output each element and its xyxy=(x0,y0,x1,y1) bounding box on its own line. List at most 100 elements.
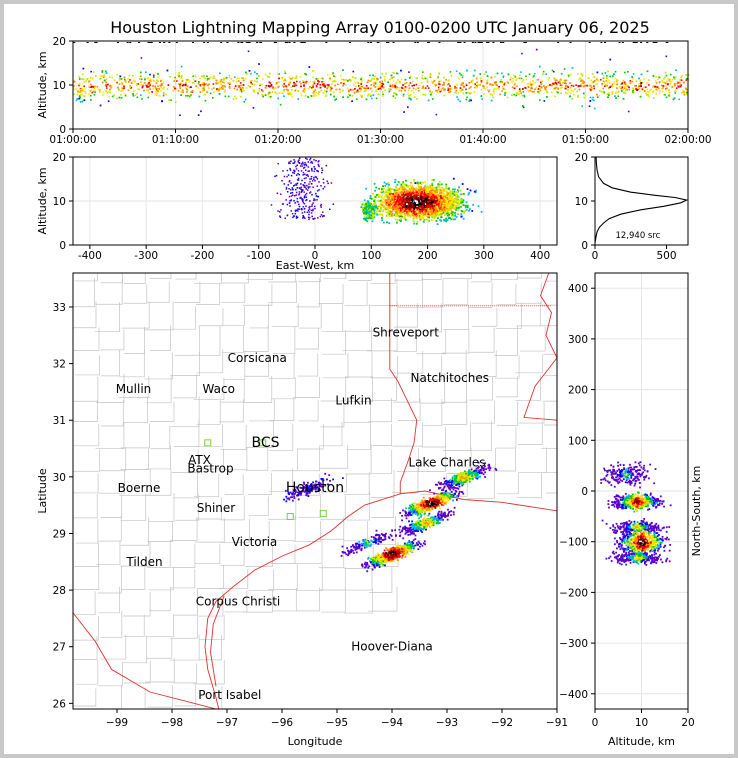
at-source-point xyxy=(245,71,247,74)
at-source-point xyxy=(501,90,503,92)
aew-source-point xyxy=(421,188,424,191)
aew-source-point xyxy=(416,207,419,210)
at-source-point xyxy=(127,81,130,83)
at-source-point xyxy=(268,96,271,98)
at-source-point xyxy=(475,85,478,88)
at-source-point xyxy=(560,72,563,75)
at-source-point xyxy=(281,77,284,80)
at-source-point xyxy=(185,82,187,85)
at-source-point xyxy=(580,80,582,82)
aew-source-point xyxy=(408,208,411,211)
aew-source-point xyxy=(440,219,443,222)
aew-source-point xyxy=(423,211,425,213)
at-source-point xyxy=(422,93,424,96)
aew-source-point xyxy=(388,205,391,208)
at-source-point xyxy=(261,83,263,86)
at-source-point xyxy=(395,88,398,90)
aew-source-point xyxy=(456,209,459,212)
aew-source-point xyxy=(404,192,406,195)
at-source-point xyxy=(664,82,667,84)
at-source-point xyxy=(289,81,291,84)
aew-source-point xyxy=(423,209,426,212)
aew-source-point xyxy=(424,218,427,221)
at-source-point xyxy=(426,85,429,87)
at-source-point xyxy=(348,79,351,81)
at-source-point xyxy=(191,91,193,93)
at-source-point xyxy=(646,94,648,96)
at-source-point xyxy=(248,70,251,72)
at-source-point xyxy=(380,88,382,91)
at-source-point xyxy=(615,97,617,99)
at-source-point xyxy=(120,97,123,99)
at-source-point xyxy=(139,71,142,74)
at-source-point xyxy=(118,89,121,91)
aew-source-point xyxy=(429,205,432,207)
at-source-point xyxy=(561,86,563,89)
at-source-point xyxy=(640,83,642,86)
at-source-point xyxy=(434,83,436,86)
aew-source-point xyxy=(401,211,404,214)
at-source-point xyxy=(646,90,649,93)
at-source-point xyxy=(223,85,225,87)
at-source-point xyxy=(480,81,483,84)
at-source-point xyxy=(158,42,161,43)
at-source-point xyxy=(498,85,500,88)
aew-source-point xyxy=(474,191,477,194)
at-source-point xyxy=(638,77,640,80)
aew-source-point xyxy=(422,194,425,197)
aew-source-point xyxy=(459,199,462,202)
at-source-point xyxy=(140,57,143,59)
at-source-point xyxy=(339,74,342,77)
at-source-point xyxy=(245,87,248,89)
at-source-point xyxy=(73,42,76,43)
at-source-point xyxy=(238,77,240,80)
aew-source-point xyxy=(407,210,410,213)
aew-source-point xyxy=(466,204,469,207)
aew-source-point xyxy=(424,192,427,195)
at-source-point xyxy=(545,86,548,88)
at-source-point xyxy=(137,88,139,91)
at-source-point xyxy=(479,42,482,43)
at-source-points xyxy=(73,42,690,117)
at-axes-frame xyxy=(72,40,689,130)
aew-source-point xyxy=(372,193,374,195)
aew-source-point xyxy=(389,215,392,217)
aew-source-point xyxy=(439,219,442,221)
at-source-point xyxy=(381,85,384,87)
at-source-point xyxy=(192,75,195,78)
aew-tick-label-y: 20 xyxy=(53,152,66,164)
aew-source-point xyxy=(440,183,443,186)
at-source-point xyxy=(157,80,159,83)
aew-source-point xyxy=(445,203,448,206)
at-source-point xyxy=(242,86,244,89)
at-source-point xyxy=(224,95,227,98)
aew-source-point xyxy=(421,199,424,202)
aew-source-point xyxy=(395,185,397,188)
at-source-point xyxy=(605,80,608,82)
aew-source-point xyxy=(436,200,439,202)
at-source-point xyxy=(438,72,440,75)
aew-source-point xyxy=(363,199,366,202)
at-source-point xyxy=(441,84,444,86)
aew-source-point xyxy=(441,187,444,189)
at-source-point xyxy=(242,79,245,82)
at-source-point xyxy=(129,84,132,87)
at-source-point xyxy=(162,88,164,90)
at-source-point xyxy=(176,80,178,82)
at-source-point xyxy=(628,86,630,89)
aew-source-point xyxy=(389,187,392,190)
at-source-point xyxy=(497,88,500,90)
aew-source-point xyxy=(433,191,435,194)
aew-source-point xyxy=(389,211,392,214)
aew-source-points xyxy=(270,157,483,226)
at-source-point xyxy=(315,94,318,97)
aew-source-point xyxy=(396,183,399,186)
at-source-point xyxy=(450,75,453,77)
at-source-point xyxy=(180,94,182,96)
at-source-point xyxy=(553,77,555,79)
aew-source-point xyxy=(457,203,460,206)
at-source-point xyxy=(583,96,586,99)
aew-source-point xyxy=(377,193,380,196)
aew-source-point xyxy=(407,208,410,210)
aew-source-point xyxy=(444,214,446,216)
